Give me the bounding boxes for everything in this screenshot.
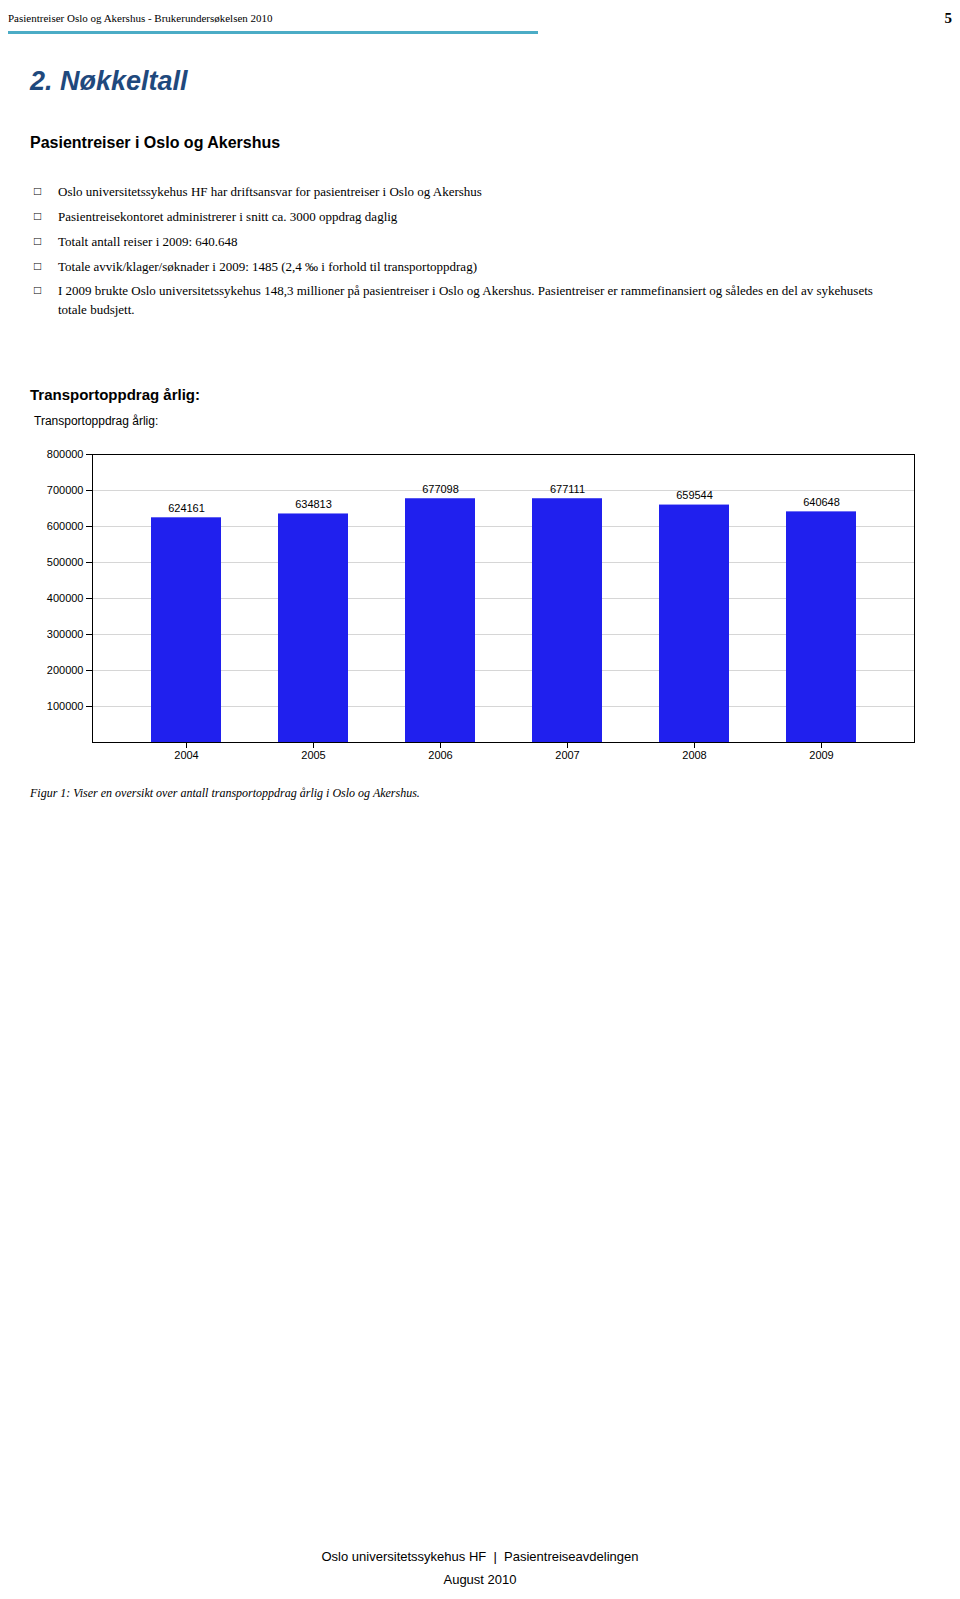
svg-text:200000: 200000 [47, 664, 84, 676]
html-text:Oslo universitetssykehus HF ha: Oslo universitetssykehus HF har driftsan… [58, 184, 482, 199]
svg-text:2006: 2006 [428, 749, 452, 761]
svg-text:640648: 640648 [803, 496, 840, 508]
html-text:Pasientreiser i Oslo og Akersh: Pasientreiser i Oslo og Akershus [30, 134, 281, 151]
svg-text:2005: 2005 [301, 749, 325, 761]
svg-text:300000: 300000 [47, 628, 84, 640]
svg-text:400000: 400000 [47, 592, 84, 604]
svg-text:700000: 700000 [47, 484, 84, 496]
svg-text:677098: 677098 [422, 483, 459, 495]
html-text:Totalt antall reiser i 2009: 6: Totalt antall reiser i 2009: 640.648 [58, 233, 238, 249]
svg-text:659544: 659544 [676, 489, 713, 501]
html-text:Pasientreisekontoret administr: Pasientreisekontoret administrerer i sni… [58, 208, 398, 224]
svg-text:624161: 624161 [168, 502, 205, 514]
html-text:2. Nøkkeltall: 2. Nøkkeltall [30, 66, 188, 96]
svg-text:2008: 2008 [682, 749, 706, 761]
svg-text:100000: 100000 [47, 700, 84, 712]
svg-text:677111: 677111 [550, 483, 585, 495]
html-text:I 2009 brukte Oslo universitet: I 2009 brukte Oslo universitetssykehus 1… [58, 283, 873, 318]
html-text:Transportoppdrag årlig:: Transportoppdrag årlig: [34, 414, 159, 428]
html-text:Figur 1: Viser en oversikt ove: Figur 1: Viser en oversikt over antall t… [30, 786, 420, 800]
svg-text:2004: 2004 [174, 749, 198, 761]
html-text:5: 5 [944, 9, 952, 26]
svg-text:600000: 600000 [47, 520, 84, 532]
svg-text:2007: 2007 [555, 749, 579, 761]
svg-text:2009: 2009 [809, 749, 833, 761]
html-text:Totale avvik/klager/søknader i: Totale avvik/klager/søknader i 2009: 148… [58, 258, 477, 274]
html-text:Transportoppdrag årlig:: Transportoppdrag årlig: [30, 386, 200, 403]
svg-text:634813: 634813 [295, 498, 332, 510]
html-text:Pasientreiser Oslo og Akershus: Pasientreiser Oslo og Akershus - Brukeru… [8, 12, 273, 24]
svg-text:500000: 500000 [47, 556, 84, 568]
html-text:Oslo universitetssykehus HF |: Oslo universitetssykehus HF | Pasientrei… [321, 1549, 639, 1564]
html-text:August 2010: August 2010 [443, 1572, 517, 1588]
svg-text:800000: 800000 [47, 448, 84, 460]
